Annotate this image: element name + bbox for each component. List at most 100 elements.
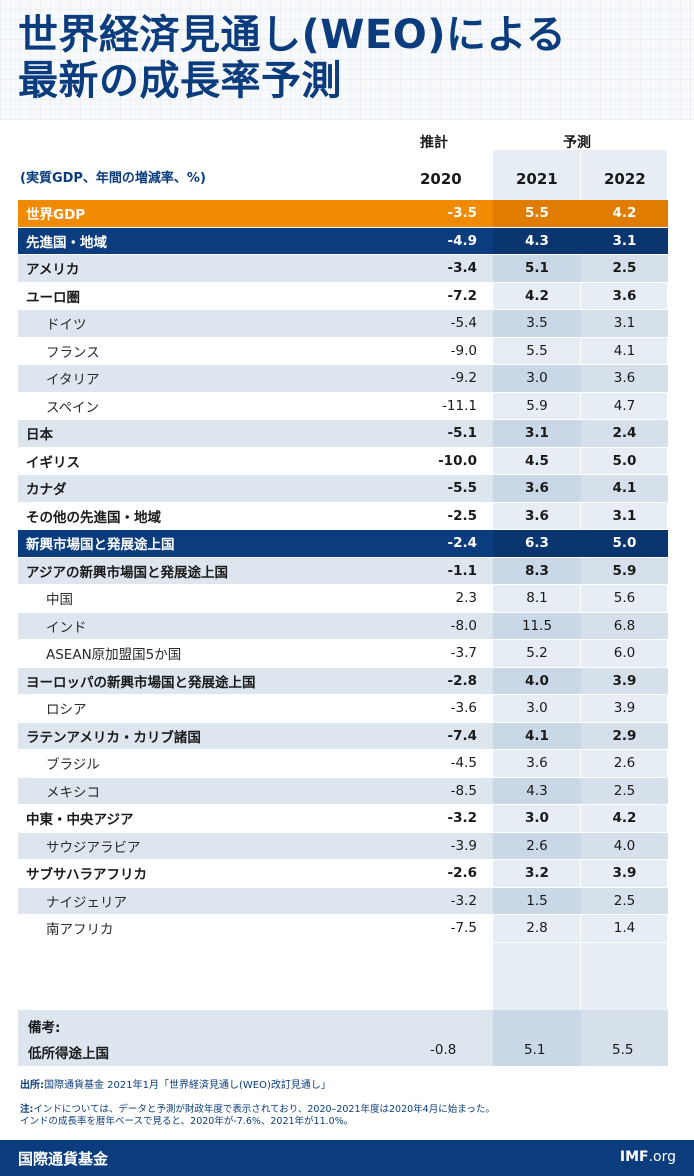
table-row: アジアの新興市場国と発展途上国 -1.1 8.3 5.9 (18, 557, 668, 585)
value-2021: 3.6 (493, 749, 581, 778)
table-row: その他の先進国・地域 -2.5 3.6 3.1 (18, 502, 668, 530)
table-row: ヨーロッパの新興市場国と発展途上国 -2.8 4.0 3.9 (18, 667, 668, 695)
value-2022: 3.9 (581, 667, 668, 695)
table-row: カナダ -5.5 3.6 4.1 (18, 474, 668, 503)
table-row: ASEAN原加盟国5か国 -3.7 5.2 6.0 (18, 639, 668, 668)
row-label: イタリア (18, 364, 403, 393)
value-2021: 2.6 (493, 832, 581, 860)
value-2022: 5.0 (581, 529, 668, 558)
value-2022: 4.1 (581, 474, 668, 503)
row-label: ブラジル (18, 749, 403, 778)
value-2022: 6.0 (581, 639, 668, 668)
value-2022: 3.9 (581, 859, 668, 888)
value-2020: -3.5 (403, 200, 493, 228)
value-2021: 8.1 (493, 584, 581, 613)
value-2020: -11.1 (403, 392, 493, 420)
value-2022: 2.6 (581, 749, 668, 778)
memo-value-2021: 5.1 (524, 1042, 546, 1058)
value-2022: 5.9 (581, 557, 668, 585)
table-row: フランス -9.0 5.5 4.1 (18, 337, 668, 365)
year-header-2021: 2021 (516, 170, 558, 188)
table-row: メキシコ -8.5 4.3 2.5 (18, 777, 668, 805)
value-2021: 5.1 (493, 254, 581, 283)
value-2022: 6.8 (581, 612, 668, 640)
row-label: 世界GDP (18, 200, 403, 228)
value-2020: -5.5 (403, 474, 493, 503)
footer-site-bold: IMF (619, 1149, 649, 1165)
value-2020: -3.6 (403, 694, 493, 723)
row-label: 新興市場国と発展途上国 (18, 529, 403, 558)
value-2020: -5.1 (403, 419, 493, 448)
growth-table: 世界GDP -3.5 5.5 4.2 先進国・地域 -4.9 4.3 3.1 アメリカ -3.4 5… (18, 200, 668, 943)
value-2022: 2.5 (581, 887, 668, 915)
value-2022: 3.6 (581, 282, 668, 310)
row-label: メキシコ (18, 777, 403, 805)
row-label: ヨーロッパの新興市場国と発展途上国 (18, 667, 403, 695)
row-label: ラテンアメリカ・カリブ諸国 (18, 722, 403, 750)
value-2021: 2.8 (493, 914, 581, 943)
row-label: フランス (18, 337, 403, 365)
year-header-2022: 2022 (604, 170, 646, 188)
value-2022: 2.4 (581, 419, 668, 448)
row-label: 中国 (18, 584, 403, 613)
table-row: 日本 -5.1 3.1 2.4 (18, 419, 668, 448)
table-row: 先進国・地域 -4.9 4.3 3.1 (18, 227, 668, 255)
value-2021: 3.6 (493, 474, 581, 503)
table-row: ロシア -3.6 3.0 3.9 (18, 694, 668, 723)
value-2020: -10.0 (403, 447, 493, 475)
value-2020: -7.5 (403, 914, 493, 943)
value-2020: -9.0 (403, 337, 493, 365)
value-2020: -1.1 (403, 557, 493, 585)
value-2021: 3.2 (493, 859, 581, 888)
value-2022: 5.0 (581, 447, 668, 475)
table-row: 南アフリカ -7.5 2.8 1.4 (18, 914, 668, 943)
table-row: サブサハラアフリカ -2.6 3.2 3.9 (18, 859, 668, 888)
row-label: ASEAN原加盟国5か国 (18, 639, 403, 668)
table-row: スペイン -11.1 5.9 4.7 (18, 392, 668, 420)
value-2020: -8.5 (403, 777, 493, 805)
value-2020: -3.2 (403, 804, 493, 833)
value-2022: 5.6 (581, 584, 668, 613)
value-2020: 2.3 (403, 584, 493, 613)
value-2021: 4.5 (493, 447, 581, 475)
row-label: インド (18, 612, 403, 640)
value-2022: 4.1 (581, 337, 668, 365)
value-2020: -3.2 (403, 887, 493, 915)
value-2021: 5.5 (493, 200, 581, 228)
row-label: サブサハラアフリカ (18, 859, 403, 888)
memo-label: 備考: (28, 1020, 61, 1036)
footer-bar: 国際通貨基金 IMF.org (0, 1140, 694, 1176)
memo-forecast-shade-2022 (581, 1010, 668, 1066)
table-row: 世界GDP -3.5 5.5 4.2 (18, 200, 668, 228)
forecast-header: 予測 (563, 135, 591, 151)
value-2022: 3.6 (581, 364, 668, 393)
row-label: 先進国・地域 (18, 227, 403, 255)
row-label: スペイン (18, 392, 403, 420)
row-label: イギリス (18, 447, 403, 475)
footer-site[interactable]: IMF.org (620, 1149, 676, 1165)
memo-value-2020: -0.8 (430, 1042, 457, 1058)
value-2020: -4.9 (403, 227, 493, 255)
value-2022: 3.1 (581, 502, 668, 530)
value-2021: 3.0 (493, 804, 581, 833)
page-title: 世界経済見通し(WEO)による 最新の成長率予測 (18, 12, 567, 104)
row-label: ユーロ圏 (18, 282, 403, 310)
value-2021: 8.3 (493, 557, 581, 585)
value-2021: 3.5 (493, 309, 581, 338)
value-2020: -3.9 (403, 832, 493, 860)
source-label: 出所: (20, 1080, 44, 1091)
table-row: ドイツ -5.4 3.5 3.1 (18, 309, 668, 338)
table-row: イタリア -9.2 3.0 3.6 (18, 364, 668, 393)
value-2021: 4.1 (493, 722, 581, 750)
value-2022: 2.5 (581, 254, 668, 283)
row-label: ロシア (18, 694, 403, 723)
note-block: 注:インドについては、データと予測が財政年度で表示されており、2020–2021… (20, 1104, 680, 1128)
value-2022: 3.9 (581, 694, 668, 723)
note-label: 注: (20, 1104, 34, 1115)
table-row: 新興市場国と発展途上国 -2.4 6.3 5.0 (18, 529, 668, 558)
value-2022: 2.5 (581, 777, 668, 805)
value-2021: 11.5 (493, 612, 581, 640)
value-2020: -2.5 (403, 502, 493, 530)
row-label: ドイツ (18, 309, 403, 338)
value-2022: 4.2 (581, 804, 668, 833)
